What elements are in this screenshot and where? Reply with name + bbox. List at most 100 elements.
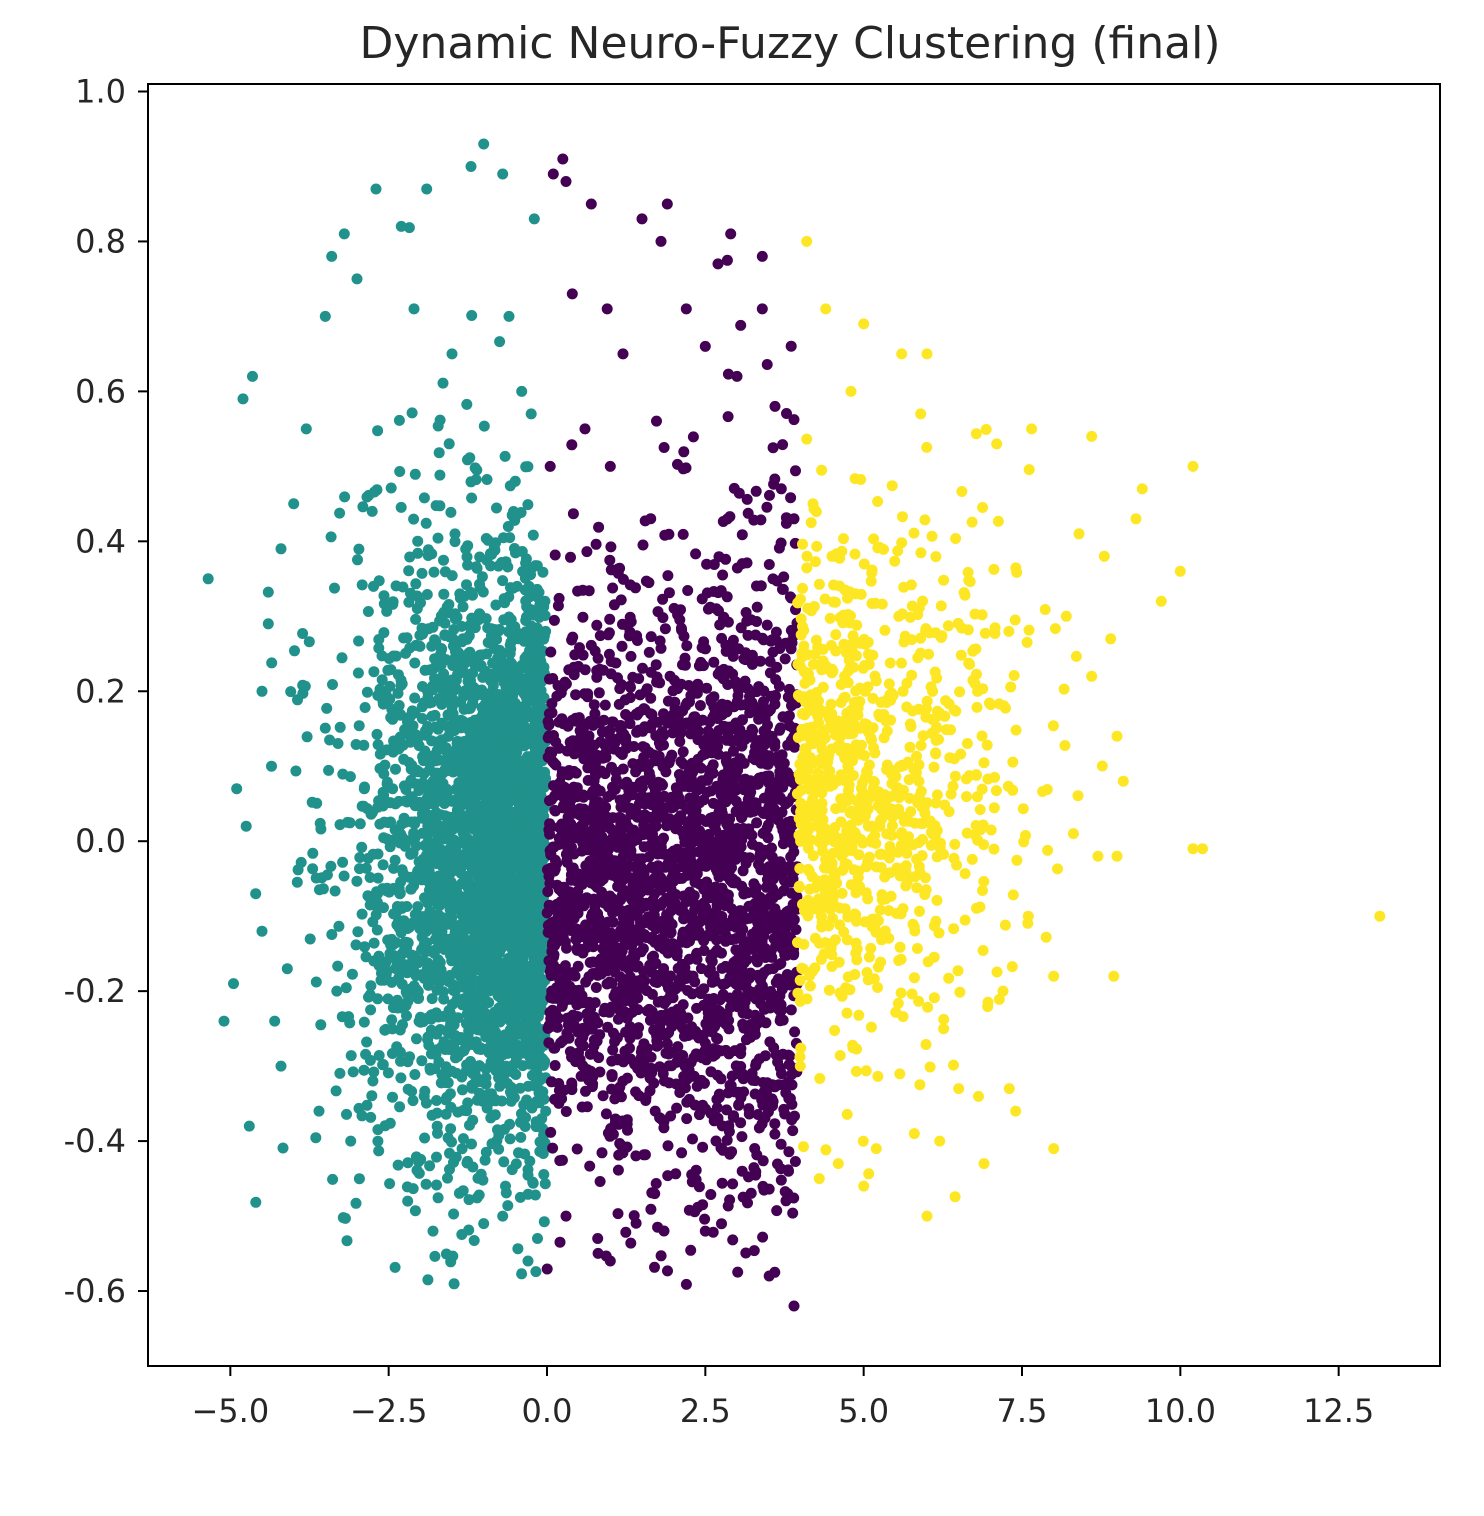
data-point (299, 680, 311, 692)
data-point (420, 840, 432, 852)
data-point (508, 956, 520, 967)
data-point (499, 597, 511, 609)
data-point (504, 532, 516, 544)
data-point (743, 1103, 755, 1115)
data-point (497, 168, 509, 180)
data-point (497, 1049, 509, 1061)
data-point (504, 1133, 516, 1145)
data-point (628, 1210, 640, 1222)
data-point (443, 438, 455, 450)
data-point (712, 1033, 723, 1045)
data-point (490, 729, 502, 741)
data-point (489, 544, 501, 556)
data-point (352, 554, 363, 566)
data-point (716, 1177, 728, 1189)
data-point (345, 1050, 357, 1062)
data-point (420, 1178, 432, 1190)
data-point (513, 876, 525, 888)
data-point (368, 666, 380, 678)
data-point (536, 804, 548, 816)
data-point (418, 492, 430, 504)
data-point (325, 531, 337, 543)
data-point (752, 1109, 764, 1120)
data-point (504, 882, 516, 894)
data-point (468, 1235, 480, 1246)
data-point (530, 1079, 542, 1091)
data-point (743, 912, 755, 924)
data-point (337, 856, 349, 868)
data-point (362, 606, 374, 617)
data-point (424, 1160, 436, 1172)
data-point (651, 415, 662, 427)
data-point (426, 710, 438, 722)
data-point (394, 887, 406, 899)
data-point (757, 1231, 769, 1243)
data-point (304, 933, 316, 945)
data-point (307, 863, 319, 875)
data-point (548, 730, 559, 741)
data-point (506, 1164, 518, 1176)
data-point (324, 734, 336, 746)
data-point (626, 850, 638, 862)
data-point (521, 1094, 533, 1106)
data-point (422, 544, 434, 556)
data-point (777, 439, 789, 451)
data-point (315, 1019, 327, 1031)
data-point (511, 860, 523, 872)
data-point (699, 1213, 711, 1225)
data-point (519, 572, 531, 584)
data-point (476, 959, 488, 971)
data-point (411, 984, 423, 996)
data-point (388, 862, 400, 874)
data-point (444, 846, 456, 858)
data-point (440, 1077, 452, 1089)
data-point (679, 652, 691, 664)
data-point (717, 569, 729, 581)
data-point (465, 739, 477, 751)
data-point (394, 466, 406, 477)
data-point (400, 1000, 412, 1012)
data-point (500, 681, 512, 693)
data-point (295, 856, 307, 868)
data-point (478, 949, 490, 961)
data-point (447, 640, 459, 652)
data-point (496, 826, 508, 838)
data-point (388, 738, 400, 750)
data-point (361, 491, 373, 503)
data-point (508, 757, 520, 769)
data-point (442, 860, 454, 872)
data-point (461, 908, 472, 920)
data-point (432, 1011, 444, 1023)
data-point (368, 1066, 380, 1078)
data-point (266, 657, 278, 669)
data-point (481, 1102, 493, 1114)
data-point (493, 947, 505, 959)
data-point (478, 993, 490, 1005)
data-point (429, 1250, 441, 1262)
data-point (306, 796, 318, 808)
data-point (528, 213, 540, 225)
data-point (497, 914, 509, 926)
data-point (371, 728, 383, 740)
data-point (787, 1207, 799, 1219)
data-point (527, 774, 538, 786)
data-point (456, 965, 468, 976)
data-point (471, 464, 483, 476)
data-point (516, 1268, 528, 1280)
data-point (504, 922, 516, 934)
data-point (539, 1178, 551, 1190)
data-point (522, 1188, 534, 1200)
data-point (398, 632, 410, 644)
data-point (382, 664, 394, 676)
data-point (435, 648, 447, 660)
data-point (643, 1003, 655, 1015)
data-point (386, 1014, 398, 1026)
data-point (520, 835, 532, 847)
data-point (388, 950, 400, 962)
data-point (431, 1044, 443, 1056)
data-point (720, 639, 732, 651)
data-point (471, 819, 483, 831)
data-point (277, 1142, 289, 1154)
data-point (462, 1097, 474, 1109)
data-point (678, 446, 690, 458)
